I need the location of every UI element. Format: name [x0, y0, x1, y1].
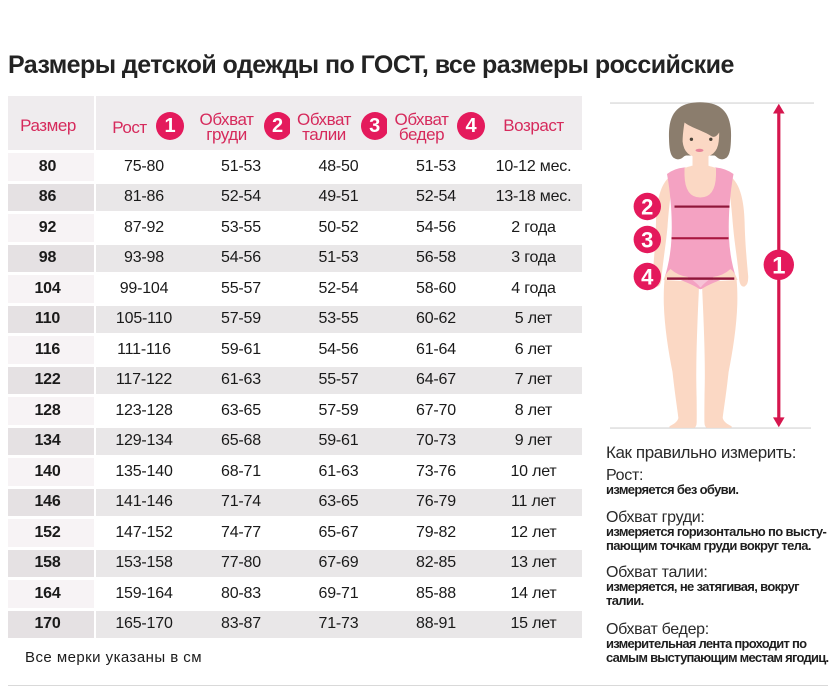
svg-text:3: 3 — [641, 228, 653, 253]
svg-text:1: 1 — [772, 253, 785, 280]
svg-text:2: 2 — [641, 195, 653, 220]
svg-text:4: 4 — [641, 265, 654, 290]
